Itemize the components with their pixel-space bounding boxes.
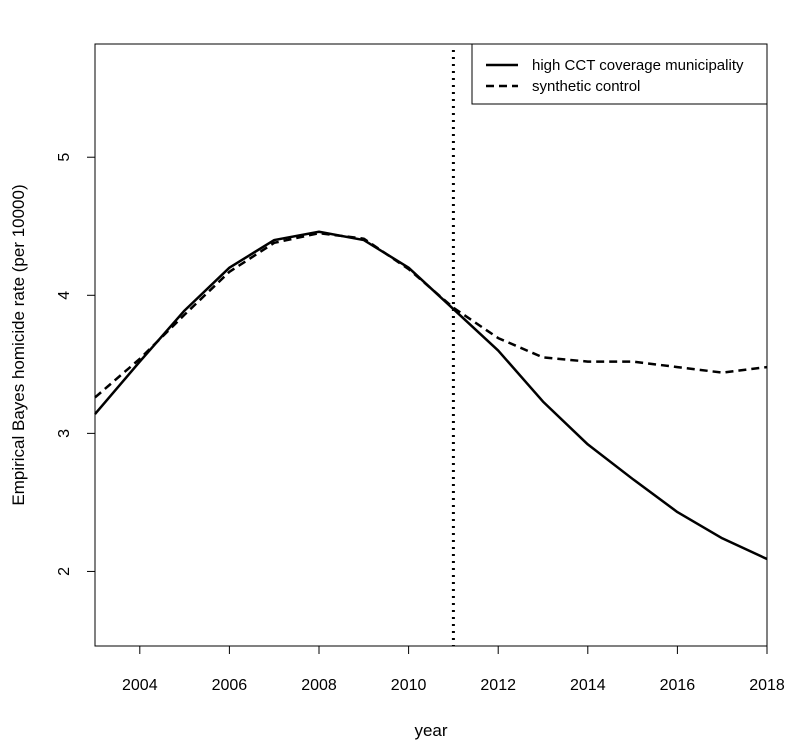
y-tick-label-2: 2 xyxy=(56,567,73,576)
y-axis: 2 3 4 5 xyxy=(56,153,95,576)
series-line-0 xyxy=(94,230,768,561)
series-line-1 xyxy=(94,231,768,399)
plot-area xyxy=(94,50,768,646)
x-tick-label-2012: 2012 xyxy=(480,677,516,694)
x-axis-title: year xyxy=(414,721,447,740)
plot-frame xyxy=(94,43,768,647)
x-tick-label-2010: 2010 xyxy=(391,677,427,694)
legend-box xyxy=(471,43,768,105)
y-tick-label-4: 4 xyxy=(56,291,73,300)
y-tick-label-3: 3 xyxy=(56,429,73,438)
legend-label-0: high CCT coverage municipality xyxy=(532,57,744,74)
x-tick-label-2004: 2004 xyxy=(122,677,158,694)
x-axis: 2004 2006 2008 2010 2012 2014 2016 2018 xyxy=(122,646,785,694)
x-tick-label-2008: 2008 xyxy=(301,677,337,694)
y-tick-label-5: 5 xyxy=(56,153,73,162)
x-tick-label-2018: 2018 xyxy=(749,677,785,694)
legend-label-1: synthetic control xyxy=(532,78,640,95)
y-axis-title: Empirical Bayes homicide rate (per 10000… xyxy=(9,184,28,505)
x-tick-label-2006: 2006 xyxy=(212,677,248,694)
legend: high CCT coverage municipality synthetic … xyxy=(471,43,768,105)
x-tick-label-2016: 2016 xyxy=(660,677,696,694)
x-tick-label-2014: 2014 xyxy=(570,677,606,694)
